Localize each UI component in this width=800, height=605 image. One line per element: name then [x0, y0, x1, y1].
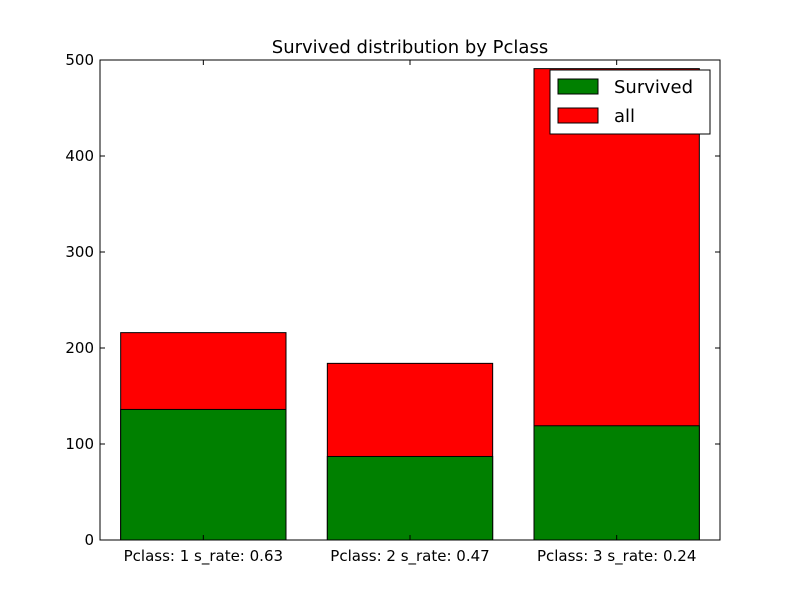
y-tick-label: 0 — [84, 531, 94, 549]
y-tick-label: 100 — [65, 435, 94, 453]
legend-swatch-1 — [557, 78, 599, 95]
bar-survived-3 — [533, 425, 700, 541]
bar-survived-1 — [120, 408, 287, 541]
legend-label-1: Survived — [614, 77, 693, 98]
y-tick-label: 400 — [65, 147, 94, 165]
legend: Survived all — [549, 69, 711, 135]
x-tick-label: Pclass: 2 s_rate: 0.47 — [330, 547, 489, 566]
bar-survived-2 — [326, 455, 494, 541]
ticks-layer: Pclass: 1 s_rate: 0.63 Pclass: 2 s_rate: … — [65, 51, 720, 566]
chart-title: Survived distribution by Pclass — [272, 37, 548, 58]
y-tick-label: 200 — [65, 339, 94, 357]
legend-label-2: all — [614, 106, 635, 127]
legend-swatch-2 — [557, 107, 599, 124]
x-tick-label: Pclass: 1 s_rate: 0.63 — [124, 547, 283, 566]
x-tick-label: Pclass: 3 s_rate: 0.24 — [537, 547, 696, 566]
y-tick-label: 300 — [65, 243, 94, 261]
bars-layer — [120, 68, 700, 541]
y-tick-label: 500 — [65, 51, 94, 69]
plot-frame — [99, 59, 721, 541]
